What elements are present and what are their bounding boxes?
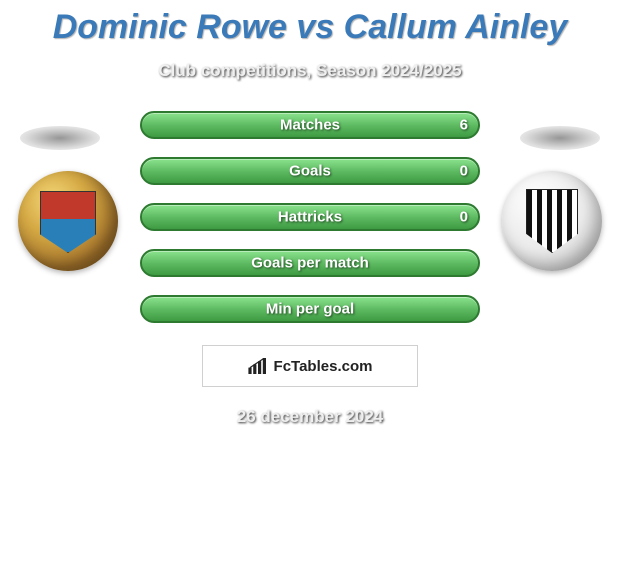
page-title: Dominic Rowe vs Callum Ainley <box>0 0 620 47</box>
stat-bar-goals: Goals 0 <box>140 157 480 185</box>
stat-label: Matches <box>280 117 340 134</box>
stat-label: Goals <box>289 163 331 180</box>
crest-left-shield <box>40 191 96 253</box>
stat-bar-goals-per-match: Goals per match <box>140 249 480 277</box>
stat-right-value: 0 <box>460 209 468 226</box>
stat-label: Min per goal <box>266 301 354 318</box>
attribution-box: FcTables.com <box>202 345 418 387</box>
shadow-left <box>20 126 100 150</box>
page-subtitle: Club competitions, Season 2024/2025 <box>0 61 620 81</box>
stat-bar-matches: Matches 6 <box>140 111 480 139</box>
stat-label: Hattricks <box>278 209 342 226</box>
comparison-area: Matches 6 Goals 0 Hattricks 0 Goals per … <box>0 111 620 427</box>
club-crest-right <box>502 171 602 271</box>
crest-right-stripes <box>526 189 578 253</box>
shadow-right <box>520 126 600 150</box>
footer-date: 26 december 2024 <box>0 407 620 427</box>
stat-bars: Matches 6 Goals 0 Hattricks 0 Goals per … <box>140 111 480 323</box>
stat-right-value: 0 <box>460 163 468 180</box>
stat-right-value: 6 <box>460 117 468 134</box>
stat-bar-hattricks: Hattricks 0 <box>140 203 480 231</box>
attribution-text: FcTables.com <box>274 358 373 375</box>
stat-bar-min-per-goal: Min per goal <box>140 295 480 323</box>
club-crest-left <box>18 171 118 271</box>
stat-label: Goals per match <box>251 255 369 272</box>
bar-chart-icon <box>248 358 268 374</box>
